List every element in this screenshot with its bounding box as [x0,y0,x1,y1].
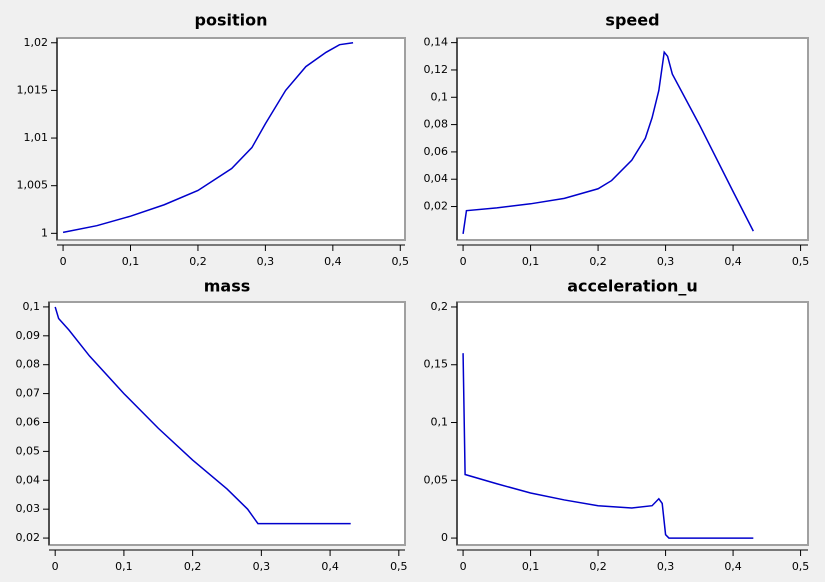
y-tick-label: 1 [41,226,48,239]
plot-area [48,301,406,546]
x-tick-label: 0,3 [657,560,675,573]
x-tick-label: 0 [60,255,67,268]
chart-title: speed [605,11,659,30]
x-tick-label: 0,4 [724,560,742,573]
y-tick-label: 0,08 [16,358,41,371]
y-tick-label: 0,12 [424,63,449,76]
series-line [462,50,754,234]
y-tick-label: 0,03 [16,502,41,515]
x-tick-label: 0,2 [184,560,202,573]
y-tick-label: 0,05 [424,473,449,486]
x-tick-label: 0,2 [589,560,607,573]
series-line [54,306,351,525]
y-tick-label: 0,06 [424,145,449,158]
y-tick-label: 0,2 [431,300,449,313]
plot-area [456,301,809,546]
plot-area [56,37,406,241]
chart-title: acceleration_u [567,277,698,296]
y-tick-label: 0,07 [16,387,41,400]
y-tick-label: 0,06 [16,415,41,428]
y-tick-label: 0,02 [16,531,41,544]
x-tick-label: 0,4 [324,255,342,268]
y-tick-label: 0,1 [431,416,449,429]
y-tick-label: 1,015 [17,83,49,96]
x-tick-label: 0 [460,560,467,573]
plot-area [456,37,809,241]
x-tick-label: 0,1 [115,560,133,573]
x-tick-label: 0 [52,560,59,573]
x-tick-label: 0,5 [392,255,410,268]
x-tick-label: 0,1 [122,255,140,268]
series-line [62,42,354,234]
y-tick-label: 0,08 [424,118,449,131]
x-tick-label: 0,3 [257,255,275,268]
chart-title: position [195,11,268,30]
y-tick-label: 0,1 [431,90,449,103]
x-tick-label: 0,3 [657,255,675,268]
x-tick-label: 0 [460,255,467,268]
x-tick-label: 0,5 [792,560,810,573]
x-tick-label: 0,5 [390,560,408,573]
y-tick-label: 0,1 [23,300,41,313]
y-tick-label: 1,02 [24,36,49,49]
x-tick-label: 0,4 [321,560,339,573]
x-tick-label: 0,1 [522,560,540,573]
y-tick-label: 0,14 [424,36,449,49]
x-tick-label: 0,3 [253,560,271,573]
y-tick-label: 1,005 [17,179,49,192]
y-tick-label: 1,01 [24,131,49,144]
x-tick-label: 0,1 [522,255,540,268]
x-tick-label: 0,5 [792,255,810,268]
y-tick-label: 0,09 [16,329,41,342]
y-tick-label: 0,15 [424,358,449,371]
x-tick-label: 0,2 [189,255,207,268]
chart-title: mass [204,277,251,296]
y-tick-label: 0,04 [16,473,41,486]
y-tick-label: 0 [441,531,448,544]
series-line [462,353,754,539]
y-tick-label: 0,04 [424,172,449,185]
x-tick-label: 0,2 [589,255,607,268]
y-tick-label: 0,02 [424,200,449,213]
y-tick-label: 0,05 [16,444,41,457]
x-tick-label: 0,4 [724,255,742,268]
